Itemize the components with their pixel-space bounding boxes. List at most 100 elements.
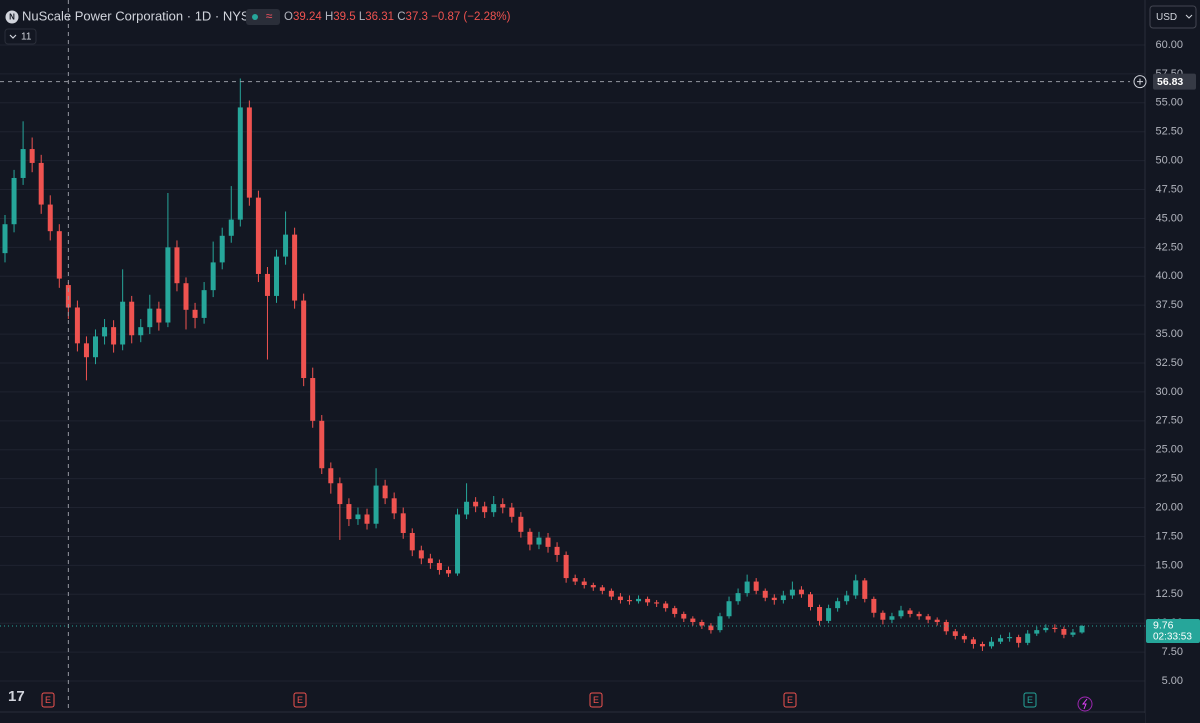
candle-body: [391, 498, 397, 514]
candle-body: [1052, 627, 1058, 629]
earnings-label: E: [1027, 695, 1033, 705]
candle-body: [409, 532, 415, 551]
candle-body: [590, 585, 596, 588]
candle-body: [826, 608, 832, 621]
candle-body: [979, 644, 985, 647]
candle-body: [400, 513, 406, 533]
candle-body: [744, 581, 750, 594]
candle-body: [337, 483, 343, 505]
indicators-count: 11: [21, 32, 32, 43]
legend-value: 39.5: [333, 11, 355, 23]
candle-body: [726, 601, 732, 617]
candle-body: [1043, 627, 1049, 631]
earnings-marker[interactable]: [589, 692, 603, 708]
y-tick-label: 27.50: [1155, 415, 1183, 427]
grid: [0, 44, 1145, 682]
earnings-label: E: [45, 695, 51, 705]
candle-body: [1025, 633, 1031, 643]
candle-body: [355, 514, 361, 520]
candle-body: [328, 468, 334, 484]
indicators-toggle[interactable]: [4, 28, 37, 45]
candle-body: [907, 610, 913, 614]
symbol-logo-letter: N: [9, 13, 15, 22]
y-tick-label: 25.00: [1155, 444, 1183, 456]
candle-body: [491, 504, 497, 513]
last-price-label: 9.76: [1153, 620, 1174, 632]
candle-body: [527, 531, 533, 545]
price-axis: 5.007.5010.0012.5015.0017.5020.0022.5025…: [1155, 39, 1183, 687]
y-tick-label: 32.50: [1155, 357, 1183, 369]
candle-body: [970, 639, 976, 645]
candle-body: [717, 616, 723, 631]
candle-body: [599, 587, 605, 591]
candle-body: [418, 550, 424, 559]
y-tick-label: 20.00: [1155, 501, 1183, 513]
currency-button[interactable]: [1149, 5, 1197, 29]
candle-body: [663, 603, 669, 609]
legend-value: 37.3: [406, 11, 428, 23]
candle-body: [617, 596, 623, 601]
symbol-title[interactable]: NuScale Power Corporation · 1D · NYSE: [22, 8, 259, 23]
legend-label: C: [397, 11, 405, 23]
candle-body: [11, 177, 17, 225]
plot-area: [2, 78, 1085, 651]
candle-body: [636, 598, 642, 602]
candle-body: [735, 593, 741, 602]
candle-body: [626, 600, 632, 602]
candle-body: [1007, 637, 1013, 639]
candle-body: [1079, 625, 1085, 633]
candle-body: [120, 301, 126, 345]
candle-body: [346, 504, 352, 520]
candle-body: [545, 537, 551, 547]
legend-value: 36.31: [365, 11, 394, 23]
y-tick-label: 17.50: [1155, 530, 1183, 542]
legend-change: −0.87 (−2.28%): [431, 11, 510, 23]
candle-body: [228, 219, 234, 236]
legend-label: O: [284, 11, 293, 23]
y-tick-label: 35.00: [1155, 328, 1183, 340]
y-tick-label: 30.00: [1155, 386, 1183, 398]
earnings-marker[interactable]: [293, 692, 307, 708]
candle-body: [102, 327, 108, 337]
currency-label: USD: [1156, 12, 1177, 23]
candle-body: [464, 501, 470, 515]
candle-body: [608, 590, 614, 597]
candle-body: [174, 247, 180, 284]
earnings-marker[interactable]: [1023, 692, 1037, 708]
dividend-marker[interactable]: [1077, 696, 1093, 712]
earnings-marker[interactable]: [41, 692, 55, 708]
candle-body: [817, 606, 823, 621]
ohlc-legend: O39.24 H39.5 L36.31 C37.3 −0.87 (−2.28%): [284, 11, 511, 23]
y-tick-label: 42.50: [1155, 241, 1183, 253]
plus-icon: [1137, 78, 1143, 85]
candle-body: [500, 504, 506, 508]
lightning-icon: [1081, 698, 1088, 710]
candle-body: [436, 563, 442, 570]
candle-body: [156, 308, 162, 323]
earnings-marker[interactable]: [783, 692, 797, 708]
candle-body: [382, 485, 388, 499]
candle-body: [373, 485, 379, 524]
candle-body: [563, 554, 569, 579]
candle-body: [807, 594, 813, 607]
candle-body: [798, 589, 804, 595]
candle-body: [654, 602, 660, 604]
candle-body: [219, 235, 225, 263]
candle-body: [681, 613, 687, 619]
candle-body: [93, 336, 99, 358]
status-badge[interactable]: [246, 9, 280, 25]
crosshair-price-label: 56.83: [1157, 76, 1183, 88]
y-tick-label: 60.00: [1155, 39, 1183, 51]
candle-body: [292, 234, 298, 301]
candle-body: [753, 581, 759, 591]
candle-body: [554, 546, 560, 555]
candle-body: [1016, 637, 1022, 643]
y-tick-label: 55.00: [1155, 97, 1183, 109]
earnings-label: E: [787, 695, 793, 705]
time-axis: [0, 713, 1145, 723]
candle-body: [310, 378, 316, 421]
market-status: [252, 14, 258, 20]
y-tick-label: 7.50: [1162, 646, 1183, 658]
